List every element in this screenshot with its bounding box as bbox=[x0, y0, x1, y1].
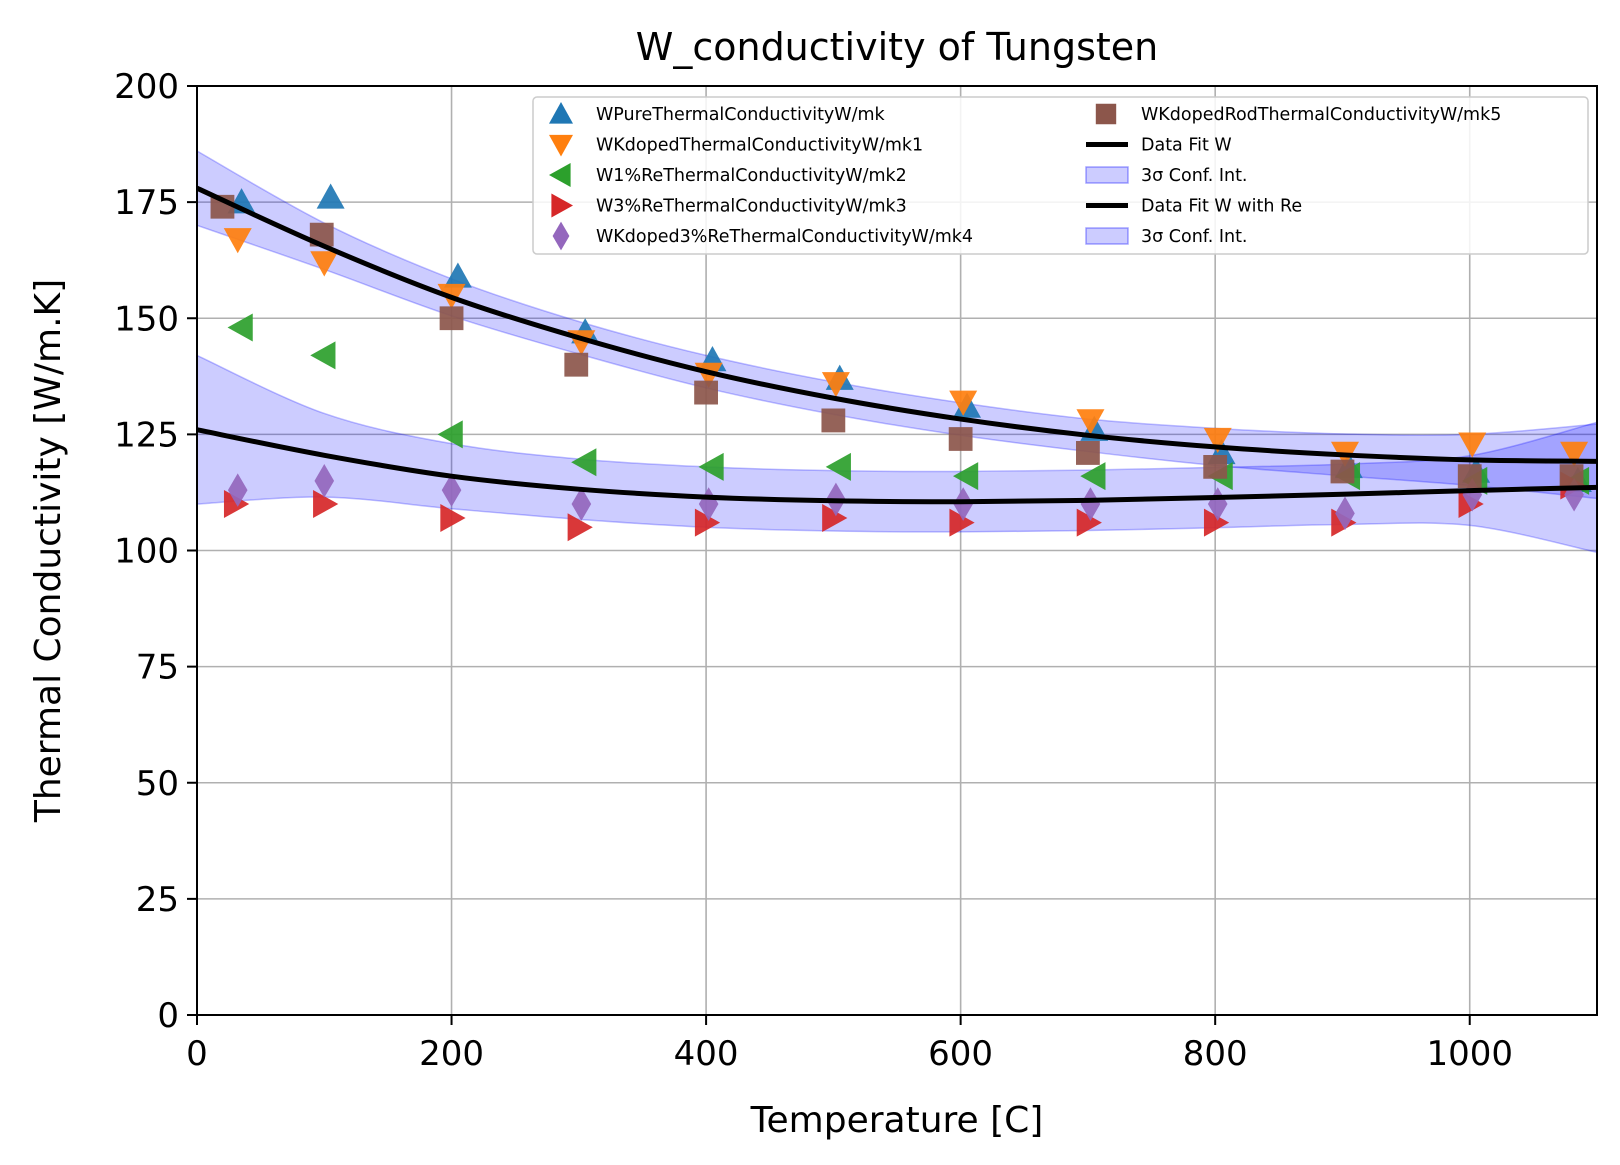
legend-marker bbox=[549, 163, 571, 187]
data-point bbox=[571, 448, 597, 477]
fit-lines bbox=[195, 185, 1598, 505]
legend-marker bbox=[1095, 103, 1117, 125]
legend-box bbox=[532, 96, 1589, 255]
legend-entry: 3σ Conf. Int. bbox=[1085, 166, 1248, 186]
data-point bbox=[313, 490, 339, 519]
legend-entry: WKdoped3%ReThermalConductivityW/mk4 bbox=[552, 221, 973, 251]
legend-band-swatch bbox=[1085, 227, 1129, 245]
data-point bbox=[948, 427, 973, 451]
legend-entry: WKdopedRodThermalConductivityW/mk5 bbox=[1095, 103, 1501, 125]
data-point bbox=[1458, 432, 1487, 458]
data-point bbox=[1330, 459, 1355, 484]
legend-entry: Data Fit W bbox=[1086, 136, 1232, 156]
x-tick-label: 200 bbox=[419, 1034, 484, 1074]
data-point bbox=[437, 420, 463, 449]
data-point bbox=[571, 487, 592, 521]
legend-marker bbox=[549, 102, 573, 124]
x-tick-label: 800 bbox=[1183, 1034, 1248, 1074]
data-point bbox=[1080, 487, 1101, 521]
data-point bbox=[821, 372, 850, 398]
legend-label: 3σ Conf. Int. bbox=[1141, 227, 1248, 247]
legend-entry: WPureThermalConductivityW/mk bbox=[549, 102, 886, 125]
data-point bbox=[227, 313, 253, 342]
y-tick-label: 150 bbox=[114, 299, 179, 339]
data-point bbox=[1076, 441, 1100, 465]
data-point bbox=[567, 513, 593, 542]
legend-label: WKdopedThermalConductivityW/mk1 bbox=[596, 136, 923, 156]
data-point bbox=[694, 508, 721, 537]
legend-label: WPureThermalConductivityW/mk bbox=[596, 105, 886, 125]
x-tick-label: 400 bbox=[674, 1034, 739, 1074]
data-point bbox=[440, 503, 466, 532]
x-tick-label: 1000 bbox=[1426, 1034, 1513, 1074]
legend-label: Data Fit W bbox=[1141, 136, 1232, 156]
legend-entry: W1%ReThermalConductivityW/mk2 bbox=[549, 163, 907, 187]
data-point bbox=[698, 487, 719, 521]
data-point bbox=[694, 380, 718, 405]
data-point bbox=[1203, 427, 1232, 454]
data-point bbox=[314, 464, 335, 498]
y-tick-label: 50 bbox=[136, 764, 179, 804]
axis-ticks: 0 200 400 600 800 1000 0 25 50 75 100 125 150 175 200 bbox=[114, 67, 1513, 1074]
chart-title: W_conductivity of Tungsten bbox=[636, 25, 1158, 69]
data-point bbox=[821, 408, 846, 433]
y-tick-label: 175 bbox=[114, 183, 179, 223]
data-point bbox=[1076, 508, 1102, 537]
data-point bbox=[443, 262, 472, 288]
y-tick-label: 200 bbox=[114, 67, 179, 107]
data-point bbox=[310, 251, 339, 277]
x-tick-label: 0 bbox=[186, 1034, 208, 1074]
data-point bbox=[223, 228, 252, 254]
y-tick-label: 125 bbox=[114, 415, 179, 455]
data-point bbox=[1559, 464, 1584, 489]
legend-entry: WKdopedThermalConductivityW/mk1 bbox=[549, 134, 923, 157]
data-point bbox=[441, 473, 462, 507]
legend-label: Data Fit W with Re bbox=[1141, 197, 1302, 217]
legend-marker bbox=[551, 193, 573, 218]
legend-label: W3%ReThermalConductivityW/mk3 bbox=[596, 197, 907, 217]
data-point bbox=[825, 452, 851, 481]
legend-band-swatch bbox=[1085, 166, 1129, 184]
legend-entry: Data Fit W with Re bbox=[1086, 197, 1302, 217]
y-axis-label: Thermal Conductivity [W/m.K] bbox=[28, 279, 69, 823]
legend-label: WKdopedRodThermalConductivityW/mk5 bbox=[1141, 105, 1501, 125]
data-point bbox=[316, 183, 345, 209]
y-tick-label: 0 bbox=[157, 996, 179, 1036]
legend-label: WKdoped3%ReThermalConductivityW/mk4 bbox=[596, 227, 973, 247]
data-point bbox=[227, 473, 248, 507]
data-point bbox=[953, 462, 979, 491]
x-axis-label: Temperature [C] bbox=[750, 1100, 1044, 1141]
data-point bbox=[822, 503, 848, 532]
fit-line bbox=[195, 185, 1598, 464]
legend-entry: 3σ Conf. Int. bbox=[1085, 227, 1248, 247]
data-point bbox=[310, 341, 336, 370]
fit-line bbox=[196, 427, 1598, 505]
legend-marker bbox=[549, 134, 573, 157]
y-tick-label: 100 bbox=[114, 532, 179, 572]
data-point bbox=[564, 352, 589, 377]
x-tick-label: 600 bbox=[928, 1034, 993, 1074]
data-point bbox=[949, 508, 975, 537]
data-point bbox=[1076, 409, 1105, 435]
y-tick-label: 25 bbox=[136, 880, 179, 920]
legend-entry: W3%ReThermalConductivityW/mk3 bbox=[551, 193, 907, 218]
y-tick-label: 75 bbox=[136, 648, 179, 688]
data-point bbox=[698, 452, 724, 481]
data-point bbox=[949, 390, 978, 416]
data-point bbox=[1457, 464, 1482, 489]
data-point bbox=[1080, 462, 1106, 491]
data-point bbox=[439, 306, 464, 331]
legend-marker bbox=[552, 221, 570, 251]
series-6 bbox=[210, 194, 1584, 489]
data-point bbox=[1560, 441, 1589, 467]
legend-label: 3σ Conf. Int. bbox=[1141, 166, 1248, 186]
legend-label: W1%ReThermalConductivityW/mk2 bbox=[596, 166, 907, 186]
data-point bbox=[1203, 508, 1230, 537]
data-point bbox=[1335, 496, 1355, 531]
data-point bbox=[1203, 454, 1228, 479]
legend: WPureThermalConductivityW/mk WKdopedTherm… bbox=[532, 96, 1589, 255]
